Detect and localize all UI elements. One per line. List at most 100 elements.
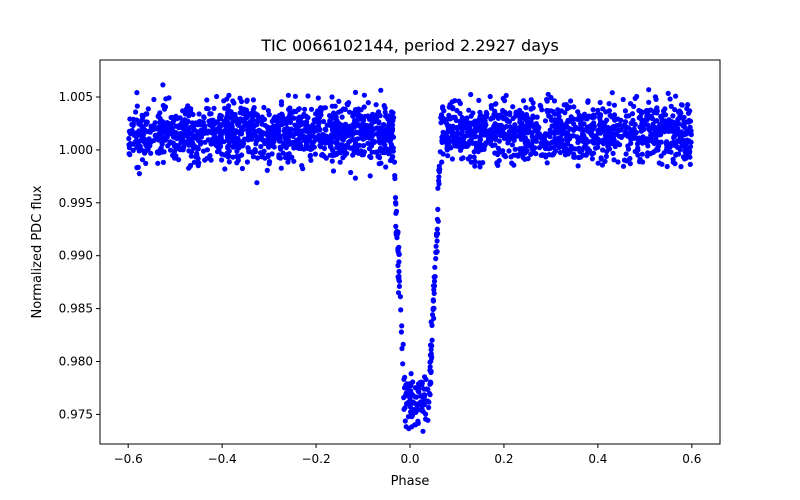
data-point	[578, 121, 584, 127]
data-point	[164, 134, 170, 140]
data-point	[670, 159, 676, 165]
data-point	[168, 124, 174, 130]
data-point	[249, 122, 255, 128]
data-point	[673, 142, 679, 148]
y-axis: 0.975 0.980 0.985 0.990 0.995 1.000 1.005	[59, 90, 100, 421]
data-point	[667, 96, 673, 102]
data-point	[479, 147, 485, 153]
x-tick-label: 0.0	[400, 452, 419, 466]
data-point	[611, 137, 617, 143]
data-point	[330, 148, 336, 154]
data-point	[603, 131, 609, 137]
data-point	[139, 112, 145, 118]
data-point	[351, 150, 357, 156]
x-tick-label: −0.6	[114, 452, 143, 466]
data-point	[477, 137, 483, 143]
data-point	[202, 157, 208, 163]
data-point	[376, 161, 382, 167]
data-point	[409, 391, 415, 397]
data-point	[134, 103, 140, 109]
data-point	[310, 128, 316, 134]
data-point	[160, 82, 166, 88]
data-point	[687, 108, 693, 114]
data-point	[254, 118, 260, 124]
data-point	[653, 133, 660, 139]
data-point	[266, 144, 272, 150]
data-point	[352, 89, 359, 95]
data-point	[155, 113, 161, 120]
data-point	[620, 96, 626, 103]
data-point	[667, 124, 673, 130]
data-point	[519, 149, 526, 155]
data-point	[315, 123, 321, 129]
data-point	[405, 391, 411, 397]
y-axis-label: Normalized PDC flux	[30, 185, 45, 318]
data-point	[536, 145, 543, 151]
data-point	[457, 110, 463, 116]
data-point	[265, 108, 271, 114]
data-point	[431, 278, 438, 284]
data-point	[138, 122, 144, 128]
data-point	[146, 142, 152, 149]
data-point	[430, 298, 436, 304]
data-point	[183, 139, 189, 145]
data-point	[618, 134, 624, 140]
data-point	[214, 149, 221, 155]
data-point	[239, 165, 245, 172]
data-point	[341, 144, 347, 150]
data-point	[428, 347, 434, 353]
data-point	[413, 401, 420, 408]
data-point	[134, 90, 140, 96]
data-point	[599, 162, 606, 168]
data-point	[529, 123, 535, 129]
data-point	[352, 118, 358, 124]
data-point	[276, 154, 282, 160]
data-point	[381, 122, 387, 128]
data-point	[147, 129, 153, 135]
data-point	[666, 128, 672, 134]
data-point	[670, 113, 676, 119]
data-point	[563, 102, 569, 108]
data-point	[467, 138, 473, 144]
data-point	[400, 361, 406, 367]
data-point	[509, 160, 515, 166]
data-point	[454, 126, 460, 132]
data-point	[376, 120, 382, 126]
data-point	[502, 98, 508, 104]
data-point	[300, 120, 307, 126]
data-point	[430, 283, 437, 289]
data-point	[458, 140, 464, 146]
data-point	[389, 128, 395, 134]
data-point	[352, 175, 358, 181]
data-point	[143, 160, 149, 166]
data-point	[393, 208, 400, 214]
data-point	[160, 159, 166, 165]
data-point	[606, 101, 612, 107]
data-point	[383, 164, 389, 170]
data-point	[682, 156, 688, 162]
data-point	[450, 106, 456, 112]
data-point	[312, 151, 318, 157]
data-point	[261, 104, 267, 111]
data-point	[139, 118, 145, 124]
data-point	[415, 381, 422, 387]
data-point	[304, 141, 310, 147]
data-point	[476, 97, 482, 103]
data-point	[449, 156, 455, 162]
data-point	[399, 345, 405, 352]
data-point	[406, 426, 412, 432]
data-point	[377, 113, 383, 119]
data-point	[244, 98, 250, 104]
data-point	[262, 155, 268, 161]
data-point	[644, 136, 650, 142]
data-point	[333, 151, 340, 157]
data-point	[495, 151, 501, 158]
data-point	[506, 134, 512, 140]
data-point	[575, 136, 581, 142]
data-point	[253, 141, 259, 147]
data-point	[428, 368, 434, 374]
data-point	[477, 160, 483, 166]
y-tick-label: 0.985	[59, 302, 93, 316]
data-point	[143, 119, 149, 125]
data-point	[322, 136, 328, 142]
